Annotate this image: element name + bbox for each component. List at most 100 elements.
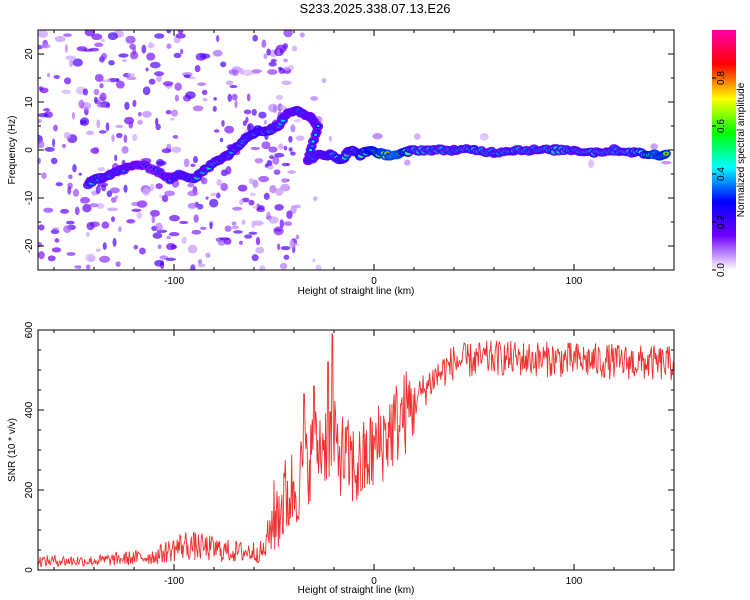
spectrogram-noise <box>187 182 195 188</box>
snr-frame <box>37 329 675 571</box>
spectrogram-noise <box>38 119 43 123</box>
y-tick-label: -20 <box>24 238 35 253</box>
spectrogram-noise <box>299 32 305 38</box>
spectrogram-noise <box>147 42 153 49</box>
spectrogram-noise <box>54 35 66 43</box>
spectrogram-noise <box>281 162 289 167</box>
spectrogram-noise <box>283 254 290 260</box>
spectrogram-noise <box>96 203 105 209</box>
spectrogram-noise <box>52 138 56 148</box>
spectrogram-noise <box>72 188 80 197</box>
spectrogram-noise <box>187 202 198 209</box>
spectrogram-noise <box>190 163 196 167</box>
x-tick-label: -100 <box>164 276 184 287</box>
spectrogram-noise <box>282 43 289 49</box>
snr-ylabel: SNR (10 * v/v) <box>7 418 18 482</box>
spectrogram-noise <box>129 51 139 60</box>
spectrogram-noise <box>248 231 258 235</box>
spectrogram-noise <box>192 155 198 164</box>
spectrogram-noise <box>43 108 51 112</box>
spectrogram-noise <box>213 129 220 133</box>
spectrogram-noise <box>149 183 155 192</box>
spectrogram-noise <box>197 263 206 268</box>
spectrogram-noise <box>177 30 184 34</box>
colorbar-tick-label: 0.2 <box>716 215 727 229</box>
spectrogram-noise <box>241 219 246 225</box>
colorbar-tick-label: 0.4 <box>716 167 727 181</box>
spectrogram-noise <box>225 166 232 175</box>
spectrogram-noise <box>38 224 45 231</box>
spectrogram-noise <box>115 78 120 82</box>
spectrogram-xlabel: Height of straight line (km) <box>298 286 415 297</box>
spectrogram-noise <box>220 61 227 68</box>
spectrogram-noise <box>157 244 162 250</box>
spectrogram-noise <box>62 33 72 37</box>
spectrogram-noise <box>241 197 250 203</box>
spectrogram-noise <box>258 111 267 119</box>
spectrogram-noise <box>133 244 139 250</box>
spectrogram-noise <box>82 119 87 125</box>
spectrogram-noise <box>63 225 72 233</box>
spectrogram-noise <box>72 164 77 173</box>
spectrogram-noise <box>96 103 107 108</box>
spectrogram-noise <box>290 124 296 133</box>
spectrogram-noise <box>129 43 136 50</box>
spectrogram-noise <box>114 154 118 162</box>
y-tick-label: 400 <box>24 401 35 418</box>
spectrogram-noise <box>312 258 316 263</box>
spectrogram-noise <box>132 99 137 108</box>
spectrogram-noise <box>172 135 179 139</box>
spectrogram-noise <box>66 252 76 257</box>
spectrogram-noise <box>193 214 199 223</box>
snr-xlabel: Height of straight line (km) <box>298 585 415 596</box>
spectrogram-noise <box>250 146 260 151</box>
spectrogram-noise <box>43 207 54 213</box>
spectrogram-noise <box>231 69 239 77</box>
spectrogram-noise <box>165 110 172 115</box>
spectrogram-noise <box>291 45 298 52</box>
spectrogram-noise <box>44 147 55 152</box>
spectrogram-noise <box>101 221 110 229</box>
spectrogram-noise <box>269 185 277 194</box>
spectrogram-noise <box>239 240 243 245</box>
spectrogram-noise <box>191 229 202 235</box>
spectrogram-noise <box>102 242 107 250</box>
spectrogram-noise <box>125 35 136 44</box>
spectrogram-noise <box>588 159 595 169</box>
spectrogram-noise <box>161 148 172 154</box>
spectrogram-noise <box>148 78 156 85</box>
y-tick-label: 600 <box>24 321 35 338</box>
spectrogram-noise <box>270 58 277 63</box>
spectrogram-noise <box>219 137 224 143</box>
spectrogram-noise <box>86 221 95 231</box>
spectrogram-noise <box>114 195 119 200</box>
spectrogram-noise <box>155 222 163 231</box>
spectrogram-noise <box>255 236 261 246</box>
spectrogram-noise <box>403 159 411 166</box>
spectrogram-x-axis: -100 0 100 <box>53 30 655 287</box>
spectrogram-noise <box>95 248 101 252</box>
spectrogram-noise <box>295 135 305 141</box>
spectrogram-noise <box>71 112 76 120</box>
spectrogram-noise <box>110 197 117 203</box>
spectrogram-noise <box>131 208 142 213</box>
spectrogram-noise <box>82 88 89 96</box>
spectrogram-noise <box>105 122 110 132</box>
spectrogram-noise <box>197 258 203 265</box>
spectrogram-noise <box>200 53 211 59</box>
spectrogram-noise <box>197 82 207 86</box>
spectrogram-noise <box>179 48 184 55</box>
spectrogram-noise <box>99 83 104 89</box>
spectrogram-noise <box>169 214 180 222</box>
colorbar <box>712 30 736 270</box>
spectrogram-noise <box>123 184 128 193</box>
spectrogram-noise <box>145 67 149 72</box>
spectrogram-noise <box>209 221 213 230</box>
spectrogram-noise <box>278 143 284 150</box>
spectrogram-noise <box>263 192 270 200</box>
spectrogram-noise <box>89 203 99 208</box>
spectrogram-noise <box>115 261 121 267</box>
spectrogram-noise <box>108 60 115 66</box>
spectrogram-noise <box>116 132 123 139</box>
